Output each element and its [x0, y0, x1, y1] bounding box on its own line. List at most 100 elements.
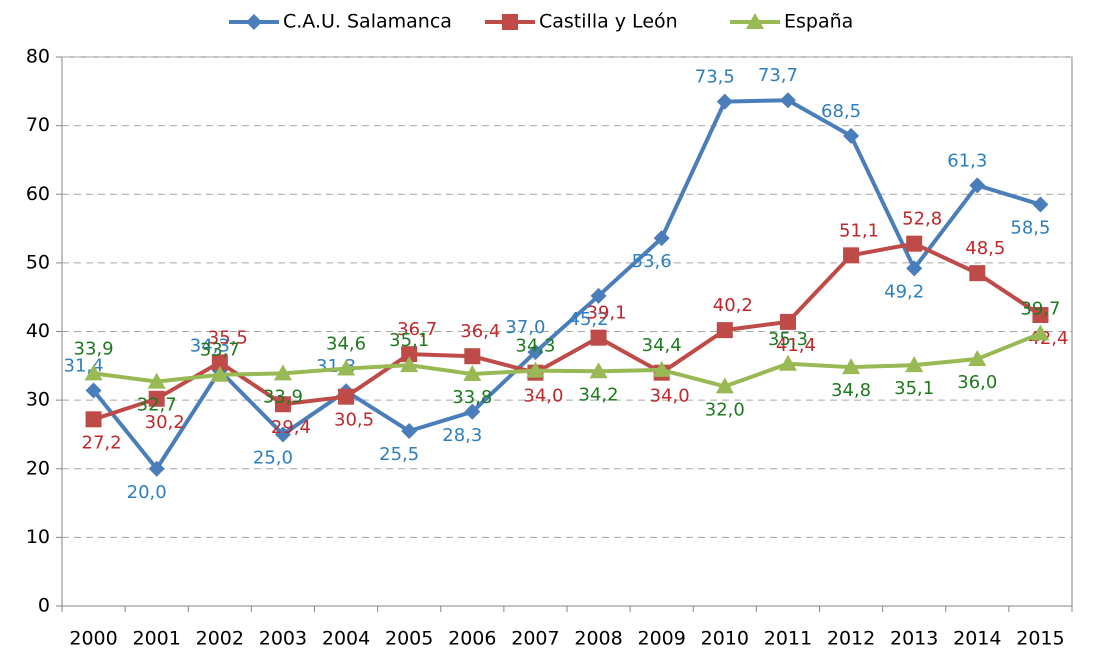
x-tick-label: 2001 [133, 628, 181, 650]
data-label: 36,4 [460, 321, 500, 342]
x-tick-label: 2004 [322, 628, 370, 650]
data-label: 34,0 [523, 386, 563, 407]
marker [1031, 324, 1050, 341]
data-label: 29,4 [271, 417, 311, 438]
data-label: 58,5 [1010, 218, 1050, 239]
x-tick-label: 2011 [764, 628, 812, 650]
marker [716, 93, 733, 110]
marker [968, 349, 987, 366]
marker [148, 390, 165, 407]
data-label: 73,7 [758, 65, 798, 86]
marker [969, 265, 986, 282]
y-tick-label: 20 [26, 457, 50, 479]
marker [906, 235, 923, 252]
data-label: 34,4 [642, 335, 682, 356]
x-tick-label: 2009 [638, 628, 686, 650]
data-label: 27,2 [82, 432, 122, 453]
marker [746, 13, 764, 29]
data-label: 25,0 [253, 447, 293, 468]
y-tick-label: 0 [38, 595, 50, 617]
marker [464, 348, 481, 365]
series: 27,2 30,2 35,5 29,4 30,5 36,7 36,4 34,0 39,1 34,0… [82, 209, 1069, 454]
series: 33,9 32,7 33,7 33,9 34,6 35,1 33,8 34,3 34,2 34,4… [74, 299, 1061, 421]
x-tick-label: 2014 [953, 628, 1001, 650]
marker [274, 426, 291, 443]
series-line [92, 98, 1042, 471]
x-tick-label: 2013 [890, 628, 938, 650]
data-label: 39,1 [587, 303, 627, 324]
data-label: 45,2 [569, 309, 609, 330]
data-label: 36,0 [957, 372, 997, 393]
data-label: 37,0 [505, 317, 545, 338]
data-label: 49,2 [884, 281, 924, 302]
marker [843, 247, 860, 264]
marker [969, 177, 986, 194]
x-tick-label: 2007 [511, 628, 559, 650]
marker [590, 287, 607, 304]
x-tick-label: 2008 [574, 628, 622, 650]
marker [84, 364, 103, 381]
data-label: 34,0 [650, 386, 690, 407]
data-label: 48,5 [965, 238, 1005, 259]
data-label: 30,5 [334, 410, 374, 431]
marker [779, 313, 796, 330]
marker [652, 360, 671, 377]
legend-label: C.A.U. Salamanca [283, 11, 452, 33]
marker [778, 354, 797, 371]
x-tick-label: 2012 [827, 628, 875, 650]
series-line [92, 241, 1042, 422]
marker [527, 344, 544, 361]
marker [211, 354, 228, 371]
marker [147, 372, 166, 389]
marker [274, 396, 291, 413]
marker [1032, 196, 1049, 213]
data-label: 35,1 [894, 378, 934, 399]
data-label: 34,3 [190, 336, 230, 357]
marker [843, 127, 860, 144]
series-line [93, 331, 1042, 389]
data-label: 34,3 [515, 336, 555, 357]
data-label: 33,9 [263, 386, 303, 407]
marker [85, 382, 102, 399]
data-label: 28,3 [442, 425, 482, 446]
x-tick-label: 2005 [385, 628, 433, 650]
data-label: 34,8 [831, 380, 871, 401]
x-tick-label: 2003 [259, 628, 307, 650]
data-label: 32,0 [705, 399, 745, 420]
marker [590, 329, 607, 346]
data-label: 35,1 [389, 330, 429, 351]
marker [1032, 307, 1049, 324]
y-tick-label: 70 [26, 114, 50, 136]
legend-label: España [784, 11, 853, 33]
series: 31,420,034,325,031,325,528,337,0 45,253,6… [64, 65, 1051, 503]
y-tick-label: 60 [26, 183, 50, 205]
data-label: 33,9 [74, 338, 114, 359]
legend-item: España [730, 11, 853, 33]
marker [463, 365, 482, 382]
y-tick-label: 30 [26, 389, 50, 411]
marker [502, 14, 518, 30]
marker [401, 346, 418, 363]
marker [148, 460, 165, 477]
data-label: 40,2 [713, 295, 753, 316]
marker [526, 361, 545, 378]
data-label: 73,5 [695, 67, 735, 88]
legend-label: Castilla y León [539, 11, 678, 33]
marker [716, 322, 733, 339]
data-label: 51,1 [839, 220, 879, 241]
data-label: 34,6 [326, 334, 366, 355]
y-tick-label: 40 [26, 320, 50, 342]
marker [338, 388, 355, 405]
marker [337, 359, 356, 376]
x-tick-label: 2006 [448, 628, 496, 650]
x-tick-label: 2015 [1016, 628, 1064, 650]
data-label: 25,5 [379, 444, 419, 465]
marker [464, 403, 481, 420]
marker [653, 230, 670, 247]
data-label: 41,4 [776, 335, 816, 356]
x-tick-label: 2000 [69, 628, 117, 650]
marker [905, 356, 924, 373]
marker [401, 423, 418, 440]
data-label: 36,7 [397, 319, 437, 340]
